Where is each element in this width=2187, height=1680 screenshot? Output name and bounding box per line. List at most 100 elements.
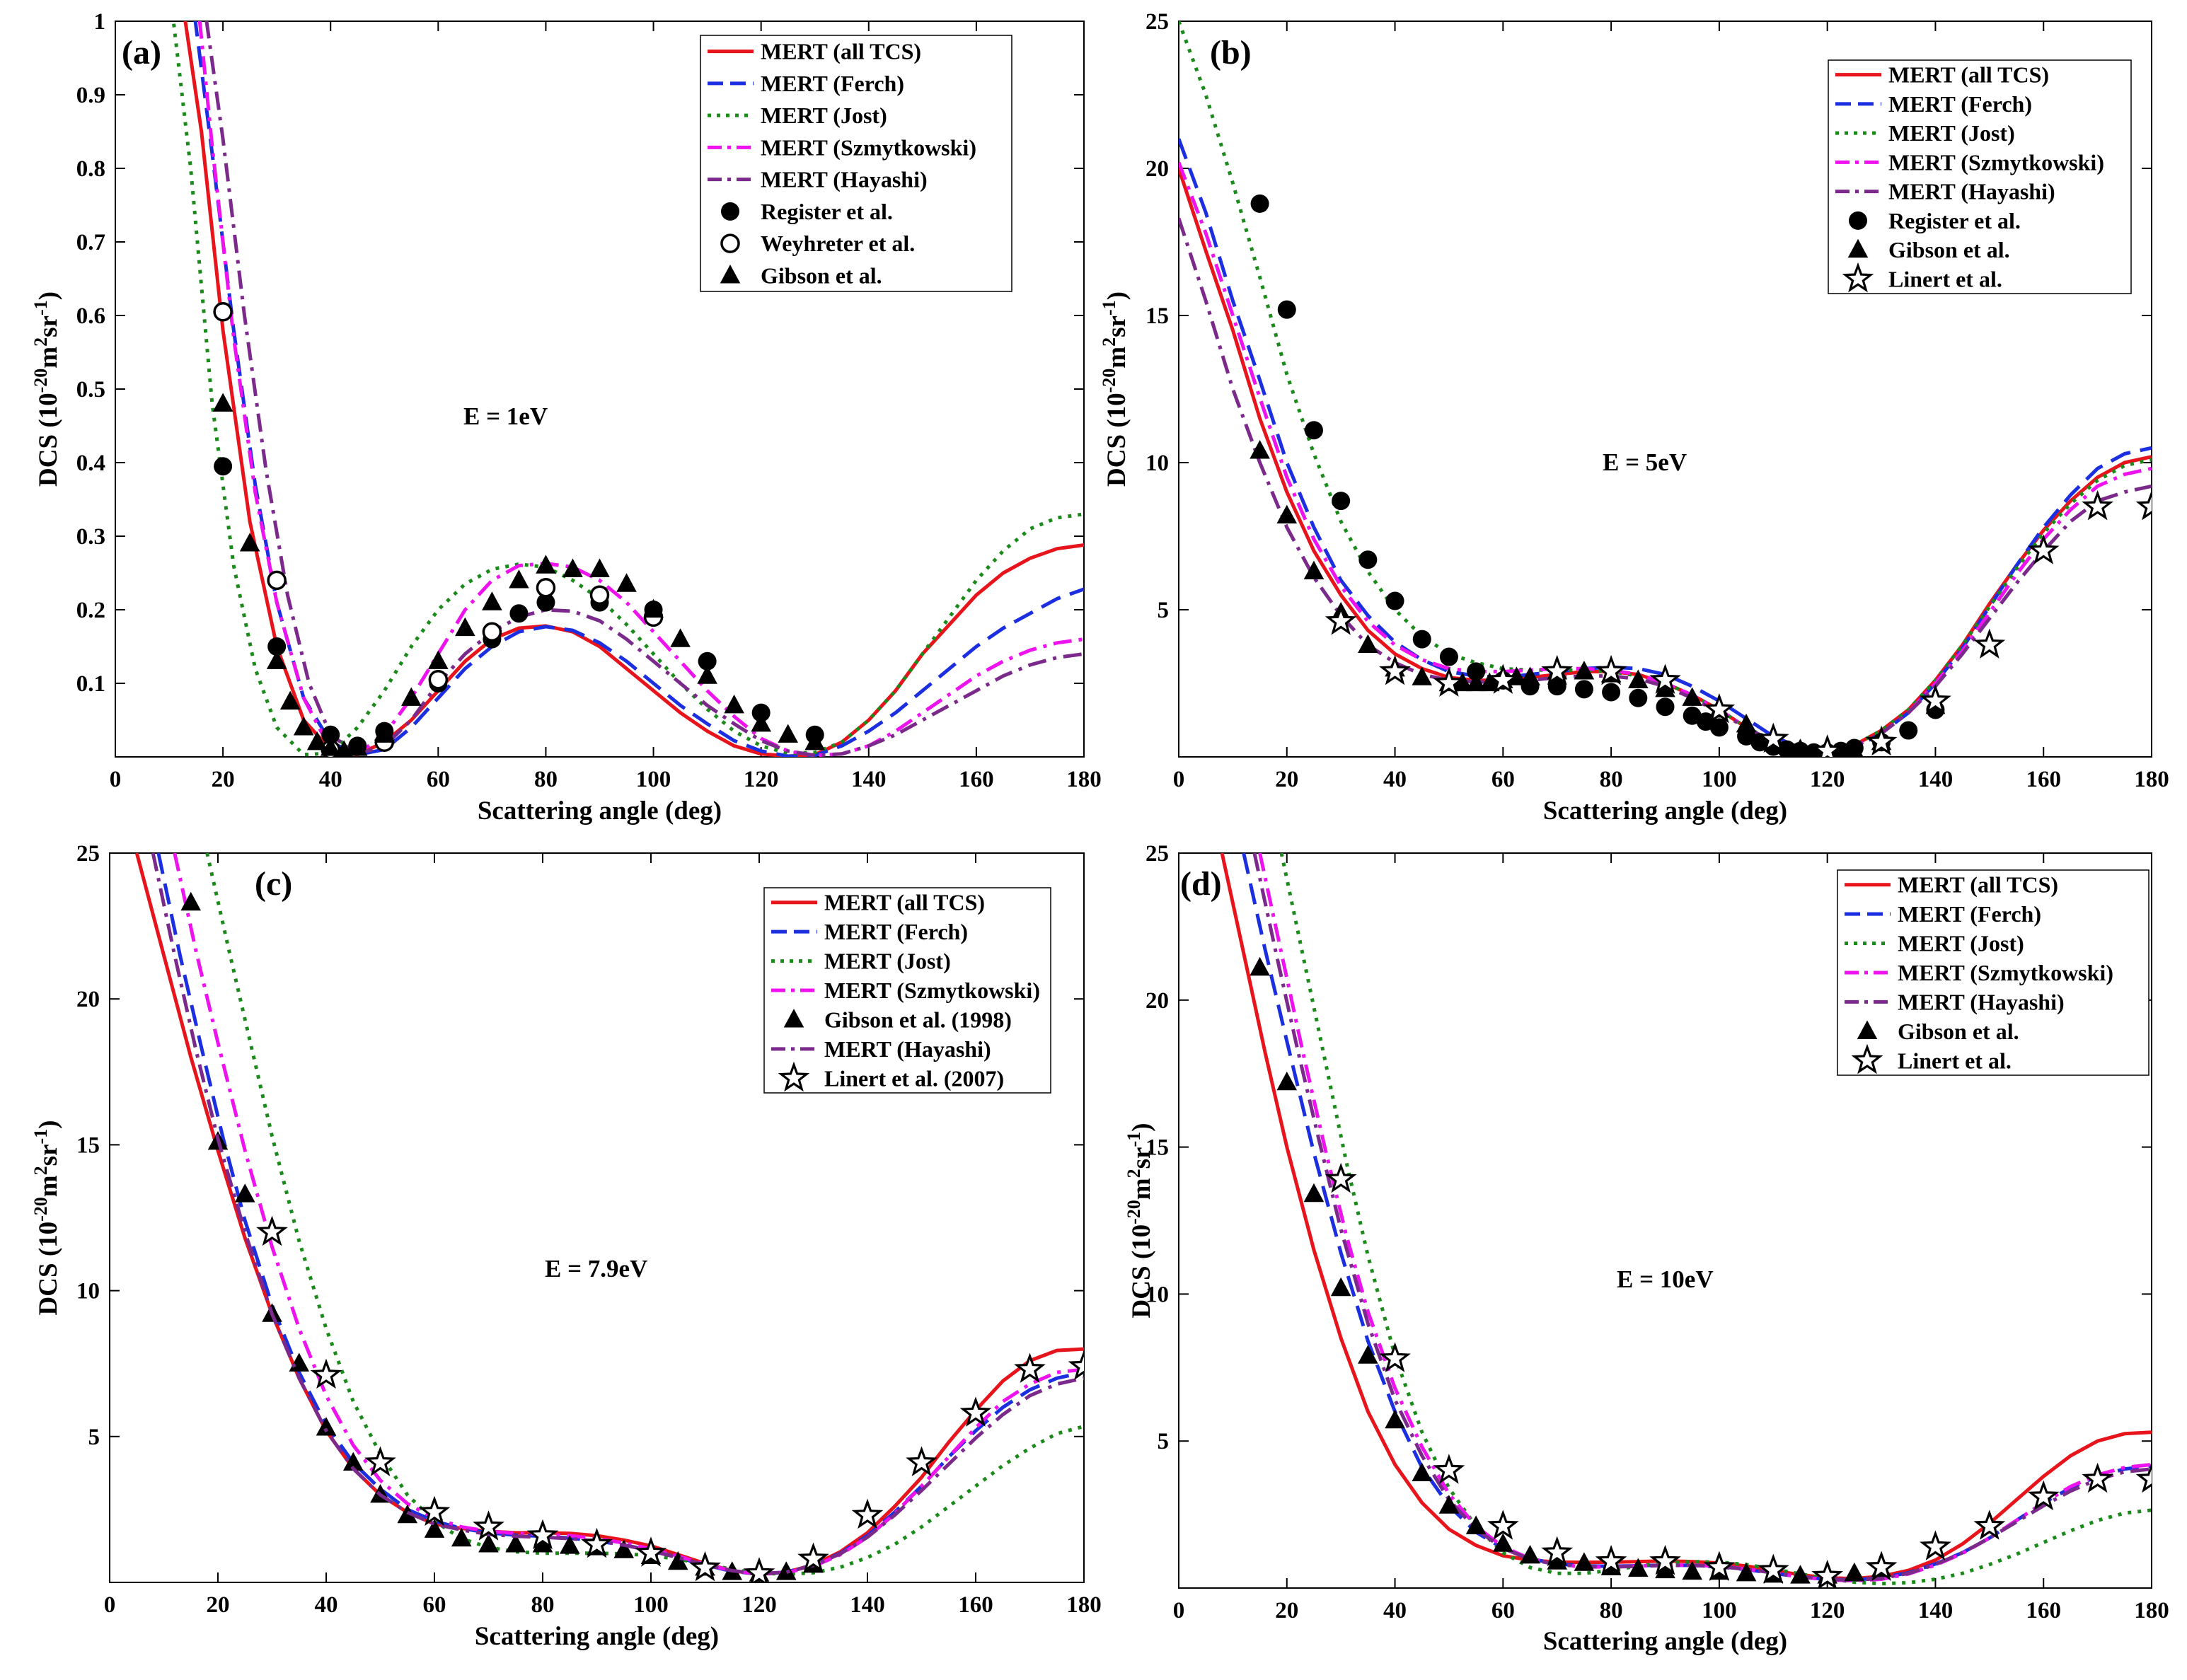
x-tick-label: 0 xyxy=(1173,1598,1185,1623)
legend-marker xyxy=(1842,262,1874,293)
x-tick-label: 100 xyxy=(1702,767,1737,792)
data-point xyxy=(1487,664,1519,694)
x-tick-label: 160 xyxy=(958,1592,993,1618)
data-point xyxy=(1649,664,1681,694)
panel-label: (a) xyxy=(122,34,161,71)
chart-panel-3: 0 20 40 60 80 100 120 140 160 180 5 10 15 20 25 Scatter… xyxy=(30,841,1102,1651)
data-point xyxy=(2027,1480,2060,1511)
data-point xyxy=(1736,1562,1757,1582)
series-line-3 xyxy=(205,853,1084,1576)
data-point xyxy=(1276,504,1298,523)
data-point xyxy=(959,1396,992,1427)
legend-label: Register et al. xyxy=(761,199,893,224)
data-point xyxy=(180,891,202,911)
x-tick-label: 140 xyxy=(850,1592,885,1618)
data-point xyxy=(1276,1071,1298,1091)
data-point xyxy=(1250,194,1269,213)
data-point xyxy=(1439,647,1458,666)
data-point xyxy=(279,690,301,710)
data-point xyxy=(1865,725,1898,756)
data-point xyxy=(428,650,449,669)
data-point xyxy=(478,1534,499,1553)
data-point xyxy=(374,724,395,743)
y-tick-label: 10 xyxy=(1146,451,1169,476)
data-point xyxy=(1831,741,1850,757)
y-tick-label: 1 xyxy=(94,9,106,35)
data-point xyxy=(1412,666,1433,685)
series-line-3 xyxy=(1179,21,2152,753)
data-point xyxy=(1547,677,1566,696)
data-point xyxy=(509,604,529,623)
data-point xyxy=(1303,560,1325,580)
data-point xyxy=(1649,1545,1681,1575)
legend-marker xyxy=(720,233,740,253)
legend-marker xyxy=(783,1009,804,1028)
data-point xyxy=(526,1519,559,1550)
data-point xyxy=(2027,534,2060,564)
x-tick-label: 60 xyxy=(1491,1598,1515,1623)
y-tick-label: 5 xyxy=(1158,1429,1170,1454)
data-point xyxy=(1358,550,1378,569)
series-line-3 xyxy=(171,21,1084,757)
data-point xyxy=(1452,672,1473,692)
legend-label: MERT (Ferch) xyxy=(761,71,904,96)
data-point xyxy=(562,558,583,577)
data-point xyxy=(1655,678,1675,697)
data-point xyxy=(509,569,529,589)
x-tick-label: 0 xyxy=(1173,767,1185,792)
series-group xyxy=(1220,853,2152,1588)
legend-marker xyxy=(1849,211,1867,230)
plot-area xyxy=(1178,21,2152,758)
legend-label: Gibson et al. xyxy=(1898,1019,2019,1044)
data-point xyxy=(581,1527,613,1558)
data-point xyxy=(1703,1551,1736,1581)
data-point xyxy=(1412,1462,1433,1482)
data-point xyxy=(751,703,771,722)
x-tick-label: 180 xyxy=(2134,767,2169,792)
x-tick-label: 40 xyxy=(319,767,342,792)
data-point xyxy=(1656,697,1675,717)
data-point xyxy=(616,573,637,592)
legend-label: MERT (Hayashi) xyxy=(1898,989,2065,1014)
x-tick-label: 40 xyxy=(1383,767,1407,792)
data-point xyxy=(1811,1559,1844,1588)
legend: MERT (all TCS) MERT (Ferch) MERT (Jost) MER… xyxy=(700,35,1012,292)
data-point xyxy=(213,302,233,322)
data-point xyxy=(635,1536,667,1567)
legend-label: Gibson et al. xyxy=(1888,237,2010,262)
x-tick-label: 20 xyxy=(1275,1598,1298,1623)
data-point xyxy=(1574,661,1595,680)
x-tick-label: 120 xyxy=(1810,1598,1845,1623)
legend-label: MERT (all TCS) xyxy=(761,39,921,64)
x-axis-label: Scattering angle (deg) xyxy=(1543,796,1787,825)
x-tick-label: 80 xyxy=(1600,1598,1623,1623)
legend-label: Gibson et al. (1998) xyxy=(824,1007,1012,1032)
series-line-6 xyxy=(151,853,1084,1576)
data-point xyxy=(1790,1565,1811,1584)
x-tick-label: 20 xyxy=(212,767,235,792)
legend-label: MERT (Szmytkowski) xyxy=(1888,149,2104,175)
legend-label: MERT (Szmytkowski) xyxy=(761,134,976,160)
data-point xyxy=(212,393,233,412)
x-tick-label: 140 xyxy=(1918,1598,1954,1623)
x-tick-label: 140 xyxy=(851,767,887,792)
data-point xyxy=(428,670,449,690)
x-tick-label: 60 xyxy=(427,767,450,792)
data-point xyxy=(1438,1495,1460,1514)
energy-annotation: E = 10eV xyxy=(1617,1265,1714,1293)
x-tick-label: 20 xyxy=(1275,767,1298,792)
data-point xyxy=(2135,1462,2152,1493)
legend-label: MERT (Ferch) xyxy=(824,919,968,944)
legend: MERT (all TCS) MERT (Ferch) MERT (Jost) MER… xyxy=(763,887,1051,1094)
data-point xyxy=(698,651,717,671)
data-point xyxy=(1973,1510,2006,1540)
legend-marker xyxy=(1857,1020,1878,1039)
data-point xyxy=(1433,1454,1465,1484)
x-tick-label: 40 xyxy=(1383,1598,1407,1623)
data-point xyxy=(1520,666,1540,685)
series-line-2 xyxy=(1179,138,2152,755)
data-point xyxy=(1547,1551,1568,1570)
data-point xyxy=(906,1446,937,1476)
series-line-5 xyxy=(1179,217,2152,755)
